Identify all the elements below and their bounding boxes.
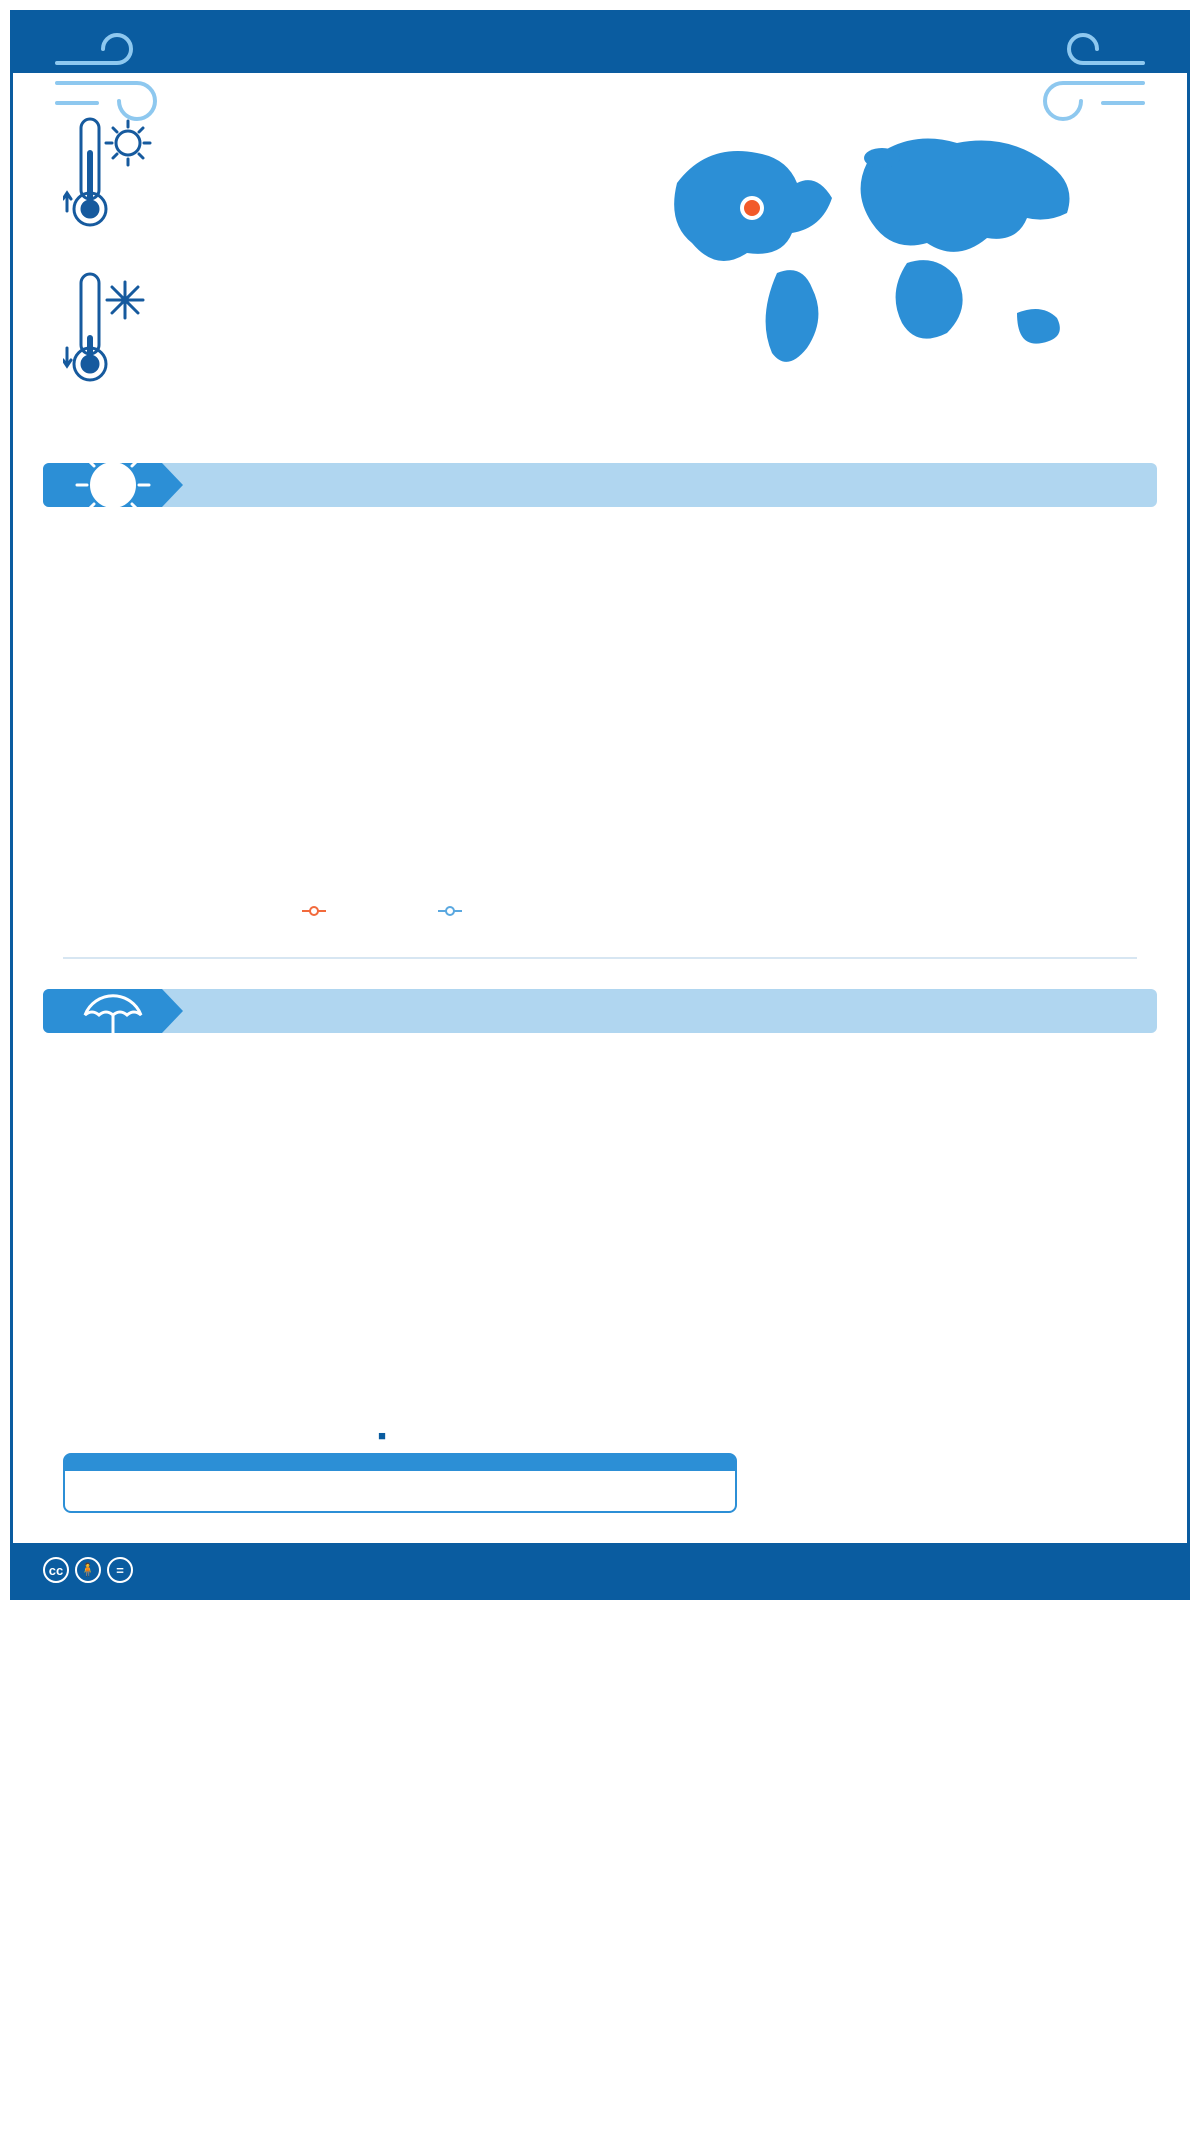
nd-icon: = <box>107 1557 133 1583</box>
banner-precipitation <box>43 989 1157 1033</box>
precip-prob-title <box>65 1455 735 1471</box>
footer-bar: cc 🧍 = <box>13 1543 1187 1597</box>
top-info-row <box>13 73 1187 443</box>
page-frame: ■ cc 🧍 = <box>10 10 1190 1600</box>
sun-icon <box>73 445 153 525</box>
precipitation-legend: ■ <box>63 1428 737 1443</box>
thermometer-cold-icon <box>63 268 153 388</box>
daily-temp-table <box>63 957 1137 959</box>
world-map <box>657 113 1137 423</box>
temperature-chart <box>63 547 737 917</box>
umbrella-icon <box>73 971 153 1051</box>
temperature-facts <box>777 547 1137 917</box>
temperature-legend <box>63 902 737 917</box>
license-icons: cc 🧍 = <box>43 1557 149 1583</box>
precipitation-facts <box>777 1073 1137 1523</box>
precip-probability-box <box>63 1453 737 1513</box>
fact-warmest <box>63 113 627 238</box>
precipitation-chart <box>63 1073 723 1413</box>
cc-icon: cc <box>43 1557 69 1583</box>
wind-icon <box>1017 33 1147 123</box>
thermometer-hot-icon <box>63 113 153 233</box>
by-icon: 🧍 <box>75 1557 101 1583</box>
wind-icon <box>53 33 183 123</box>
banner-temperature <box>43 463 1157 507</box>
fact-coldest <box>63 268 627 393</box>
header-bar <box>13 13 1187 73</box>
